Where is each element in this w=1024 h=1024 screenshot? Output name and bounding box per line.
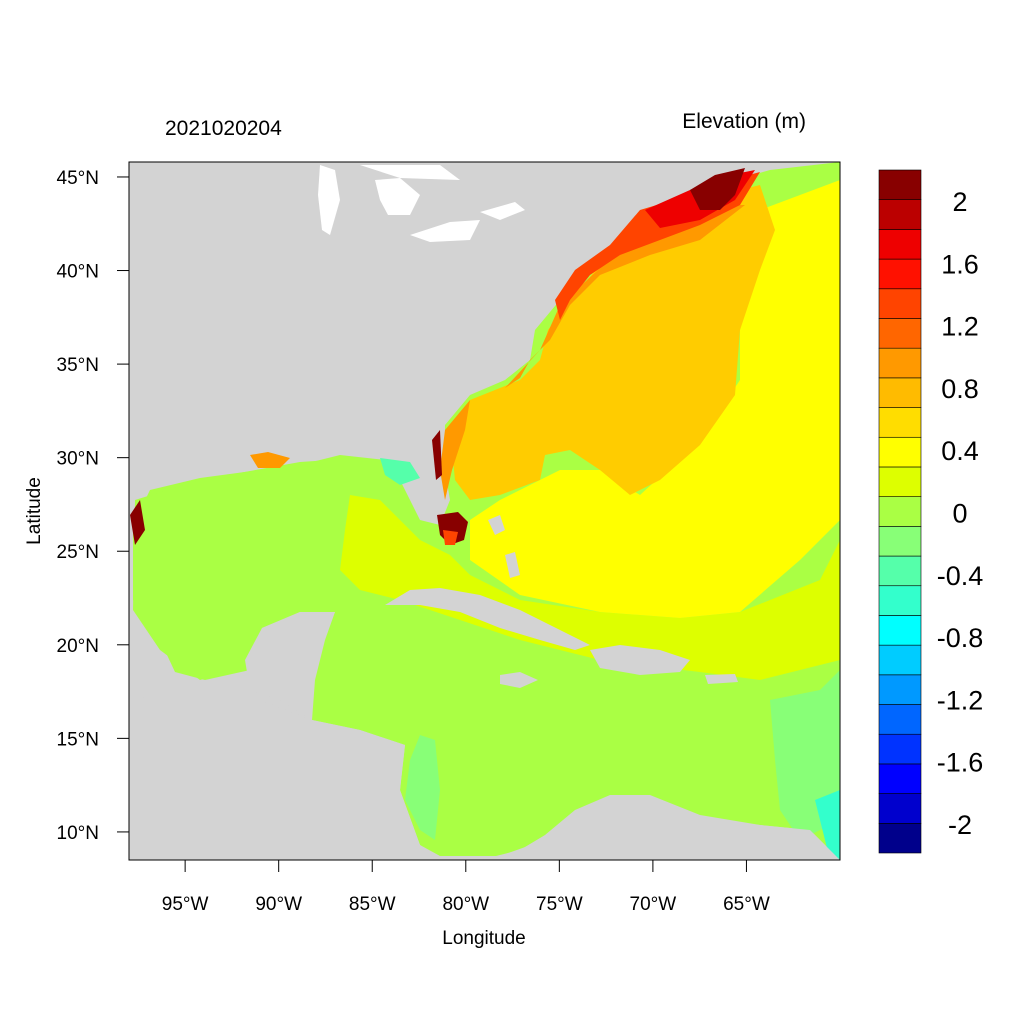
y-tick-label: 30°N (57, 449, 99, 470)
colorbar-swatch (878, 526, 922, 557)
x-tick-label: 75°W (536, 894, 583, 915)
y-tick-label: 20°N (57, 636, 99, 657)
colorbar-swatch (878, 733, 922, 765)
colorbar-swatch (878, 436, 922, 468)
x-tick-label: 70°W (630, 894, 677, 915)
colorbar-label: -1.2 (937, 685, 984, 715)
y-axis-label: Latitude (24, 477, 45, 545)
colorbar-labels: 2 1.6 1.2 0.8 0.4 0 -0.4 -0.8 -1.2 -1.6 -2 (937, 187, 984, 840)
colorbar-swatch (878, 347, 922, 379)
colorbar-swatch (878, 644, 922, 676)
map-left-title: 2021020204 (165, 117, 282, 140)
colorbar-swatch (878, 704, 922, 735)
map-frame (128, 161, 841, 861)
x-tick-label: 65°W (723, 894, 770, 915)
x-tick-label: 85°W (349, 894, 396, 915)
x-tick-label: 90°W (255, 894, 302, 915)
colorbar-swatch (878, 585, 922, 616)
colorbar-label: 1.6 (941, 249, 979, 279)
y-tick-label: 15°N (57, 729, 99, 750)
colorbar-label: 0.4 (941, 436, 979, 466)
colorbar-label: -2 (948, 810, 972, 840)
y-tick-label: 10°N (57, 823, 99, 844)
colorbar-label: 0 (952, 499, 967, 529)
y-tick-label: 40°N (57, 262, 99, 283)
colorbar-label: 1.2 (941, 312, 979, 342)
colorbar-swatch (878, 823, 922, 854)
colorbar-swatch (878, 407, 922, 438)
colorbar-swatch (878, 288, 922, 319)
colorbar-swatch (878, 199, 922, 230)
map-right-title: Elevation (m) (682, 110, 806, 133)
colorbar-swatch (878, 674, 922, 705)
colorbar (878, 169, 922, 854)
x-axis: 95°W 90°W 85°W 80°W 75°W 70°W 65°W (162, 860, 770, 915)
map-panel (129, 162, 840, 860)
y-tick-label: 25°N (57, 542, 99, 563)
colorbar-swatch (878, 169, 922, 200)
colorbar-label: 2 (952, 187, 967, 217)
y-tick-label: 45°N (57, 168, 99, 189)
colorbar-swatch (878, 318, 922, 349)
colorbar-swatch (878, 555, 922, 587)
x-axis-label: Longitude (442, 928, 525, 949)
colorbar-swatch (878, 793, 922, 824)
colorbar-label: -1.6 (937, 748, 984, 778)
colorbar-label: -0.4 (937, 561, 984, 591)
colorbar-swatch (878, 377, 922, 408)
colorbar-swatch (878, 763, 922, 794)
x-tick-label: 95°W (162, 894, 209, 915)
colorbar-swatch (878, 466, 922, 497)
colorbar-swatch (878, 615, 922, 646)
colorbar-swatch (878, 258, 922, 290)
y-tick-label: 35°N (57, 355, 99, 376)
colorbar-swatch (878, 496, 922, 527)
colorbar-label: -0.8 (937, 623, 984, 653)
y-axis: 45°N 40°N 35°N 30°N 25°N 20°N 15°N 10°N (57, 168, 129, 844)
colorbar-label: 0.8 (941, 374, 979, 404)
x-tick-label: 80°W (442, 894, 489, 915)
colorbar-swatch (878, 229, 922, 260)
